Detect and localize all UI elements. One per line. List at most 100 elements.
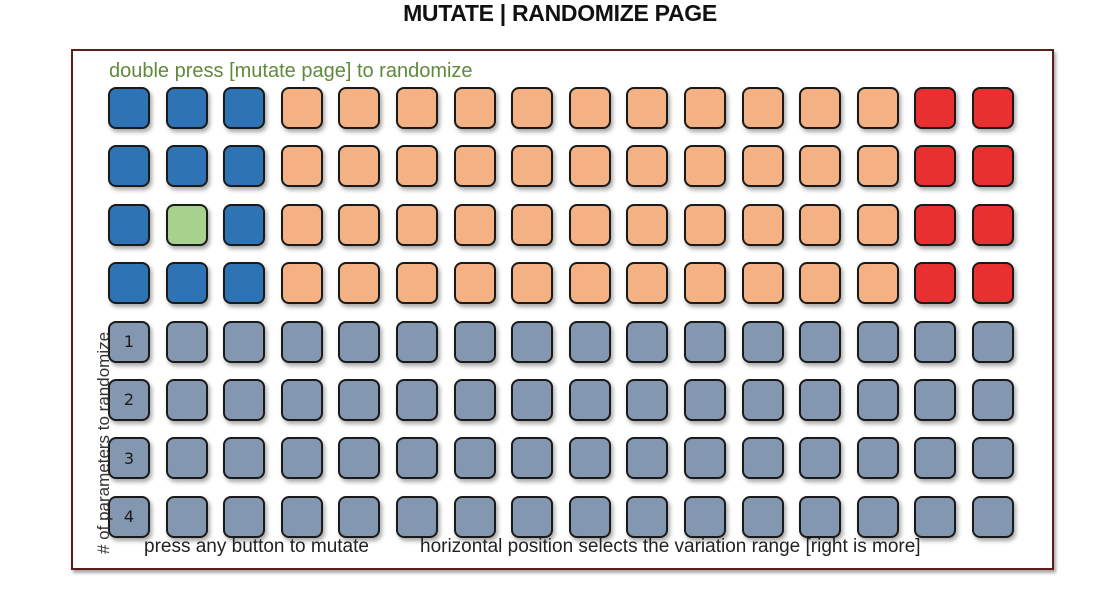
- grid-pad-r2-c5[interactable]: [338, 145, 381, 188]
- grid-pad-r8-c6[interactable]: [395, 495, 438, 538]
- grid-pad-r1-c5[interactable]: [338, 87, 381, 129]
- grid-pad-r3-c1[interactable]: [108, 203, 150, 246]
- grid-pad-r6-c5[interactable]: [338, 378, 381, 421]
- grid-pad-r4-c1[interactable]: [108, 262, 150, 305]
- grid-pad-r7-c4[interactable]: [280, 437, 323, 480]
- grid-pad-r5-c1[interactable]: 1: [108, 320, 150, 363]
- grid-pad-r5-c6[interactable]: [395, 320, 438, 363]
- grid-pad-r6-c1[interactable]: 2: [108, 378, 150, 421]
- grid-pad-r6-c3[interactable]: [223, 378, 266, 421]
- grid-pad-r3-c10[interactable]: [626, 203, 669, 246]
- grid-pad-r4-c3[interactable]: [223, 262, 266, 305]
- grid-pad-r6-c16[interactable]: [971, 378, 1014, 421]
- grid-pad-r7-c2[interactable]: [165, 437, 208, 480]
- grid-pad-r1-c2[interactable]: [165, 87, 208, 129]
- grid-pad-r3-c13[interactable]: [799, 203, 842, 246]
- grid-pad-r7-c8[interactable]: [511, 437, 554, 480]
- grid-pad-r6-c6[interactable]: [395, 378, 438, 421]
- grid-pad-r5-c13[interactable]: [799, 320, 842, 363]
- grid-pad-r8-c13[interactable]: [799, 495, 842, 538]
- grid-pad-r6-c10[interactable]: [626, 378, 669, 421]
- grid-pad-r7-c7[interactable]: [453, 437, 496, 480]
- grid-pad-r1-c4[interactable]: [280, 87, 323, 129]
- grid-pad-r5-c4[interactable]: [280, 320, 323, 363]
- grid-pad-r7-c1[interactable]: 3: [108, 437, 150, 480]
- grid-pad-r4-c15[interactable]: [914, 262, 957, 305]
- grid-pad-r2-c14[interactable]: [856, 145, 899, 188]
- grid-pad-r3-c3[interactable]: [223, 203, 266, 246]
- grid-pad-r1-c15[interactable]: [914, 87, 957, 129]
- grid-pad-r7-c6[interactable]: [395, 437, 438, 480]
- grid-pad-r4-c14[interactable]: [856, 262, 899, 305]
- grid-pad-r8-c3[interactable]: [223, 495, 266, 538]
- grid-pad-r3-c15[interactable]: [914, 203, 957, 246]
- grid-pad-r5-c3[interactable]: [223, 320, 266, 363]
- grid-pad-r5-c11[interactable]: [683, 320, 726, 363]
- grid-pad-r4-c11[interactable]: [683, 262, 726, 305]
- grid-pad-r1-c8[interactable]: [511, 87, 554, 129]
- grid-pad-r5-c5[interactable]: [338, 320, 381, 363]
- grid-pad-r8-c14[interactable]: [856, 495, 899, 538]
- grid-pad-r4-c5[interactable]: [338, 262, 381, 305]
- grid-pad-r4-c4[interactable]: [280, 262, 323, 305]
- grid-pad-r6-c7[interactable]: [453, 378, 496, 421]
- grid-pad-r7-c9[interactable]: [568, 437, 611, 480]
- grid-pad-r8-c12[interactable]: [741, 495, 784, 538]
- grid-pad-r6-c4[interactable]: [280, 378, 323, 421]
- grid-pad-r8-c5[interactable]: [338, 495, 381, 538]
- grid-pad-r4-c12[interactable]: [741, 262, 784, 305]
- grid-pad-r2-c9[interactable]: [568, 145, 611, 188]
- grid-pad-r3-c8[interactable]: [511, 203, 554, 246]
- grid-pad-r8-c4[interactable]: [280, 495, 323, 538]
- grid-pad-r2-c6[interactable]: [395, 145, 438, 188]
- grid-pad-r1-c12[interactable]: [741, 87, 784, 129]
- grid-pad-r7-c3[interactable]: [223, 437, 266, 480]
- grid-pad-r4-c9[interactable]: [568, 262, 611, 305]
- grid-pad-r2-c16[interactable]: [971, 145, 1014, 188]
- grid-pad-r4-c7[interactable]: [453, 262, 496, 305]
- grid-pad-r1-c16[interactable]: [971, 87, 1014, 129]
- grid-pad-r5-c10[interactable]: [626, 320, 669, 363]
- grid-pad-r1-c7[interactable]: [453, 87, 496, 129]
- grid-pad-r2-c15[interactable]: [914, 145, 957, 188]
- grid-pad-r8-c7[interactable]: [453, 495, 496, 538]
- grid-pad-r8-c11[interactable]: [683, 495, 726, 538]
- grid-pad-r5-c2[interactable]: [165, 320, 208, 363]
- grid-pad-r1-c10[interactable]: [626, 87, 669, 129]
- grid-pad-r1-c1[interactable]: [108, 87, 150, 129]
- grid-pad-r6-c8[interactable]: [511, 378, 554, 421]
- grid-pad-r3-c4[interactable]: [280, 203, 323, 246]
- grid-pad-r2-c10[interactable]: [626, 145, 669, 188]
- grid-pad-r6-c11[interactable]: [683, 378, 726, 421]
- grid-pad-r3-c6[interactable]: [395, 203, 438, 246]
- grid-pad-r7-c13[interactable]: [799, 437, 842, 480]
- grid-pad-r8-c15[interactable]: [914, 495, 957, 538]
- grid-pad-r8-c10[interactable]: [626, 495, 669, 538]
- grid-pad-r1-c13[interactable]: [799, 87, 842, 129]
- grid-pad-r5-c15[interactable]: [914, 320, 957, 363]
- grid-pad-r4-c16[interactable]: [971, 262, 1014, 305]
- grid-pad-r4-c13[interactable]: [799, 262, 842, 305]
- grid-pad-r5-c12[interactable]: [741, 320, 784, 363]
- grid-pad-r5-c8[interactable]: [511, 320, 554, 363]
- grid-pad-r6-c9[interactable]: [568, 378, 611, 421]
- grid-pad-r5-c7[interactable]: [453, 320, 496, 363]
- grid-pad-r6-c15[interactable]: [914, 378, 957, 421]
- grid-pad-r2-c12[interactable]: [741, 145, 784, 188]
- grid-pad-r1-c3[interactable]: [223, 87, 266, 129]
- grid-pad-r1-c11[interactable]: [683, 87, 726, 129]
- grid-pad-r3-c7[interactable]: [453, 203, 496, 246]
- grid-pad-r3-c14[interactable]: [856, 203, 899, 246]
- grid-pad-r5-c16[interactable]: [971, 320, 1014, 363]
- grid-pad-r4-c2[interactable]: [165, 262, 208, 305]
- grid-pad-r4-c8[interactable]: [511, 262, 554, 305]
- grid-pad-r1-c14[interactable]: [856, 87, 899, 129]
- grid-pad-r7-c16[interactable]: [971, 437, 1014, 480]
- grid-pad-r1-c6[interactable]: [395, 87, 438, 129]
- grid-pad-r6-c14[interactable]: [856, 378, 899, 421]
- grid-pad-r7-c12[interactable]: [741, 437, 784, 480]
- grid-pad-r3-c2[interactable]: [165, 203, 208, 246]
- grid-pad-r4-c6[interactable]: [395, 262, 438, 305]
- grid-pad-r7-c10[interactable]: [626, 437, 669, 480]
- grid-pad-r2-c4[interactable]: [280, 145, 323, 188]
